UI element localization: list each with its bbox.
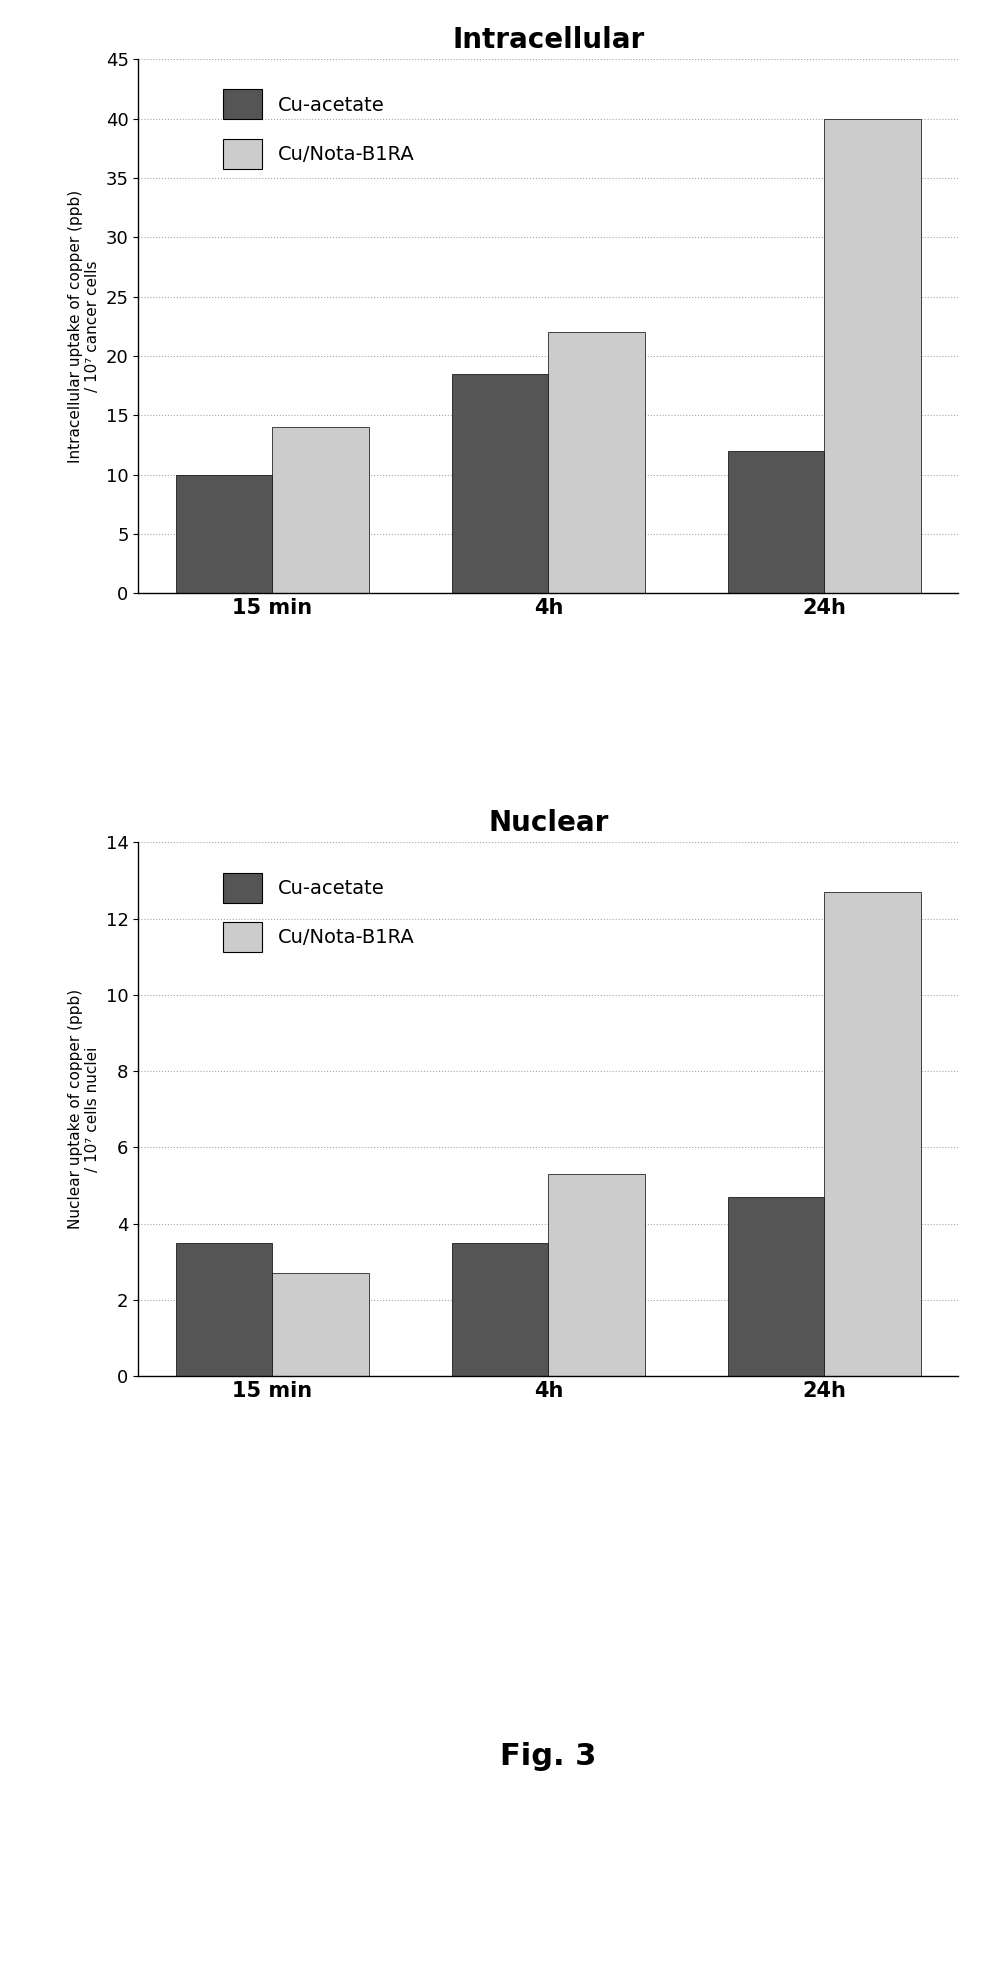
Bar [176, 1243, 273, 1377]
Bar [176, 474, 273, 593]
Bar [273, 1273, 369, 1377]
Bar [273, 427, 369, 593]
Title: Intracellular: Intracellular [453, 26, 644, 53]
Legend: Cu-acetate, Cu/Nota-B1RA: Cu-acetate, Cu/Nota-B1RA [213, 79, 424, 178]
Y-axis label: Intracellular uptake of copper (ppb)
/ 10⁷ cancer cells: Intracellular uptake of copper (ppb) / 1… [67, 190, 100, 462]
Title: Nuclear: Nuclear [488, 810, 609, 838]
Y-axis label: Nuclear uptake of copper (ppb)
/ 10⁷ cells nuclei: Nuclear uptake of copper (ppb) / 10⁷ cel… [68, 990, 100, 1229]
Bar [728, 1197, 824, 1377]
Bar [452, 373, 548, 593]
Bar [548, 332, 645, 593]
Text: Fig. 3: Fig. 3 [500, 1743, 597, 1770]
Bar [824, 891, 921, 1377]
Legend: Cu-acetate, Cu/Nota-B1RA: Cu-acetate, Cu/Nota-B1RA [213, 864, 424, 962]
Bar [728, 451, 824, 593]
Bar [824, 119, 921, 593]
Bar [548, 1174, 645, 1377]
Bar [452, 1243, 548, 1377]
